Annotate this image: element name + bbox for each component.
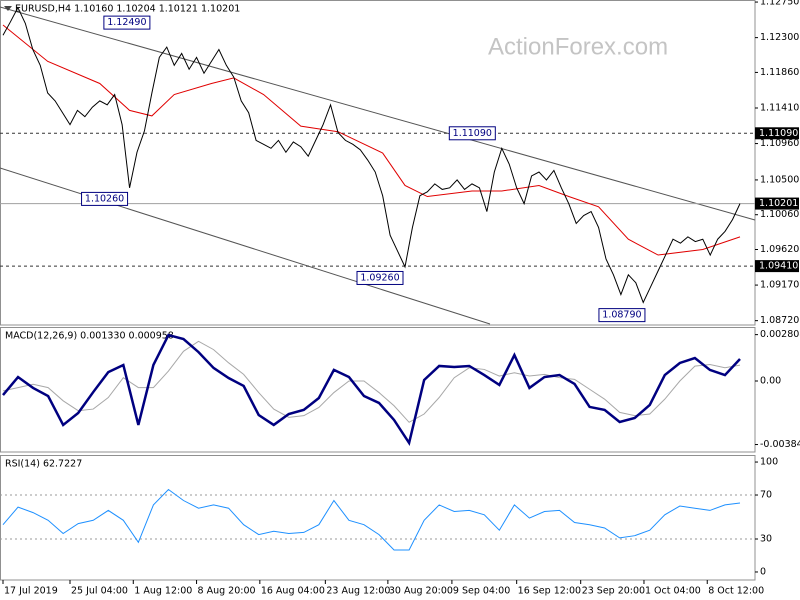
y-tick-label: 1.12300 [760,32,799,43]
annotation-box [103,15,151,30]
level-label: 1.09410 [759,261,798,272]
chart-title: EURUSD,H4 1.10160 1.10204 1.10121 1.1020… [15,4,240,15]
symbol-icon [4,6,12,11]
annotation-box [448,126,496,141]
channel-upper [0,6,756,221]
x-tick-label: 23 Aug 12:00 [326,586,390,597]
macd-title: MACD(12,26,9) 0.001330 0.000958 [5,331,174,342]
y-tick-label: 1.11860 [760,67,799,78]
y-tick-label: 1.09170 [760,280,799,291]
y-tick-label: 1.08720 [760,315,799,326]
level-box [755,260,799,273]
y-tick-label: 1.10060 [760,209,799,220]
level-label: 1.11090 [759,128,798,139]
level-box [755,127,799,140]
y-tick-label: 0.00 [760,375,781,386]
annotation-label: 1.10260 [85,193,124,204]
y-tick-label: 30 [760,533,772,544]
y-tick-label: 1.09620 [760,244,799,255]
level-label: 1.10201 [759,198,798,209]
macd-panel [0,327,756,453]
x-tick-label: 30 Aug 20:00 [389,586,453,597]
rsi-panel [0,455,756,581]
y-tick-label: -0.003848 [760,439,800,450]
y-tick-label: 1.12750 [760,0,799,8]
x-tick-label: 1 Oct 04:00 [645,586,701,597]
x-tick-label: 9 Sep 04:00 [453,586,510,597]
annotation-label: 1.09260 [360,272,399,283]
y-tick-label: 0 [760,566,766,577]
watermark: ActionForex.com [488,33,668,60]
annotation-box [356,270,404,285]
x-tick-label: 8 Aug 20:00 [198,586,256,597]
level-box [755,197,799,210]
annotation-label: 1.12490 [107,17,146,28]
x-tick-label: 25 Jul 04:00 [71,586,128,597]
y-tick-label: 70 [760,490,772,501]
price-panel [0,0,756,326]
x-tick-label: 23 Sep 20:00 [582,586,645,597]
x-tick-label: 16 Sep 12:00 [518,586,581,597]
annotation-label: 1.08790 [602,310,641,321]
annotation-label: 1.11090 [453,128,492,139]
rsi-title: RSI(14) 62.7227 [5,459,82,470]
x-tick-label: 8 Oct 12:00 [708,586,764,597]
x-tick-label: 17 Jul 2019 [4,586,58,597]
y-tick-label: 100 [760,457,778,468]
annotation-box [598,308,646,323]
x-tick-label: 1 Aug 12:00 [134,586,192,597]
rsi-line [2,488,741,551]
macd-line [2,333,741,447]
annotation-box [81,191,129,206]
y-tick-label: 1.10960 [760,138,799,149]
moving-average [2,24,741,256]
y-tick-label: 1.11410 [760,102,799,113]
y-tick-label: 0.002808 [760,329,800,340]
price-line [2,6,741,304]
x-tick-label: 16 Aug 04:00 [261,586,325,597]
y-tick-label: 1.10500 [760,174,799,185]
